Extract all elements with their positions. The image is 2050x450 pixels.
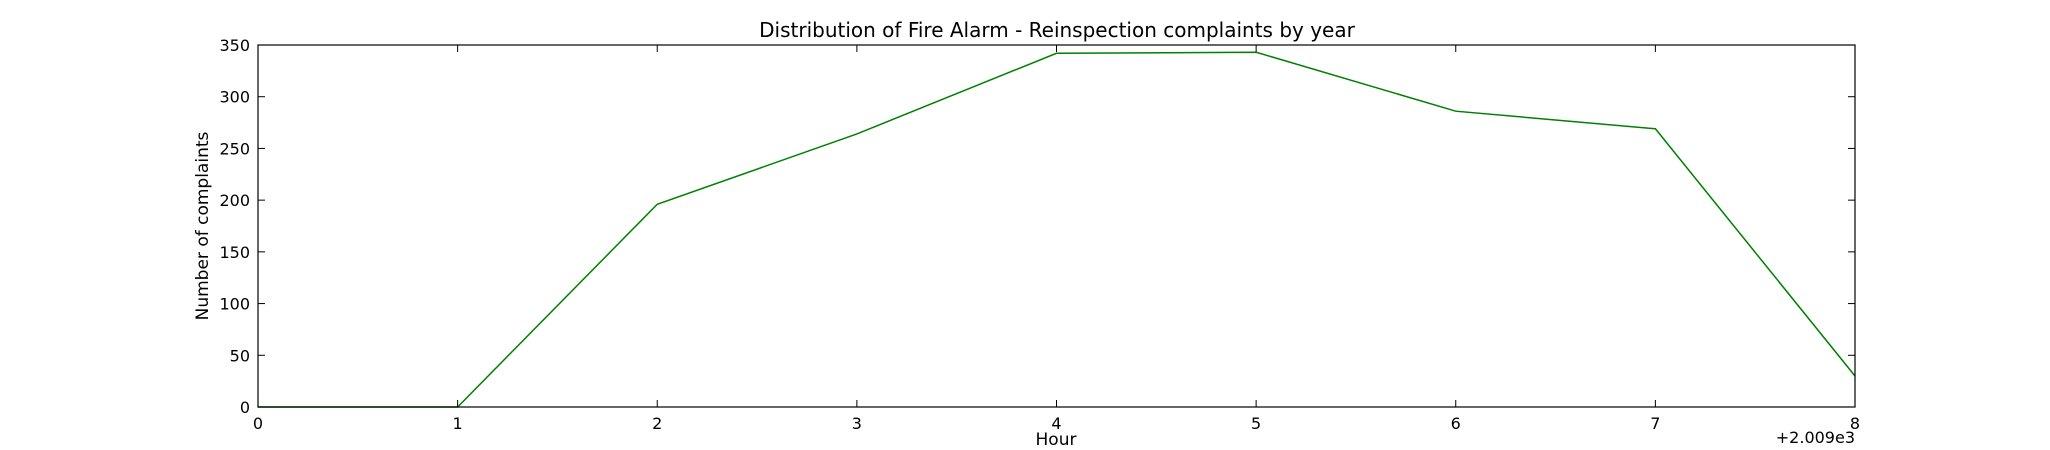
y-axis-label: Number of complaints	[193, 131, 213, 320]
x-tick-label: 4	[1051, 414, 1061, 433]
x-tick-label: 7	[1650, 414, 1660, 433]
x-tick-label: 1	[453, 414, 463, 433]
x-tick-label: 2	[652, 414, 662, 433]
chart-title: Distribution of Fire Alarm - Reinspectio…	[759, 18, 1355, 42]
x-axis-label: Hour	[1036, 430, 1077, 450]
x-tick-label: 8	[1850, 414, 1860, 433]
y-tick-label: 200	[219, 191, 250, 210]
y-axis: 0 50 100 150 200 250 300 350	[219, 36, 1855, 417]
x-tick-label: 5	[1251, 414, 1261, 433]
y-tick-label: 150	[219, 243, 250, 262]
y-tick-label: 300	[219, 88, 250, 107]
x-tick-label: 0	[253, 414, 263, 433]
y-tick-label: 350	[219, 36, 250, 55]
y-tick-label: 50	[230, 346, 250, 365]
y-tick-label: 100	[219, 295, 250, 314]
y-tick-label: 250	[219, 139, 250, 158]
x-offset-label: +2.009e3	[1776, 428, 1855, 447]
x-tick-label: 6	[1451, 414, 1461, 433]
plot-area	[257, 51, 1856, 408]
x-axis: 0 1 2 3 4 5 6 7 8	[253, 45, 1860, 433]
y-tick-label: 0	[240, 398, 250, 417]
x-tick-label: 3	[852, 414, 862, 433]
